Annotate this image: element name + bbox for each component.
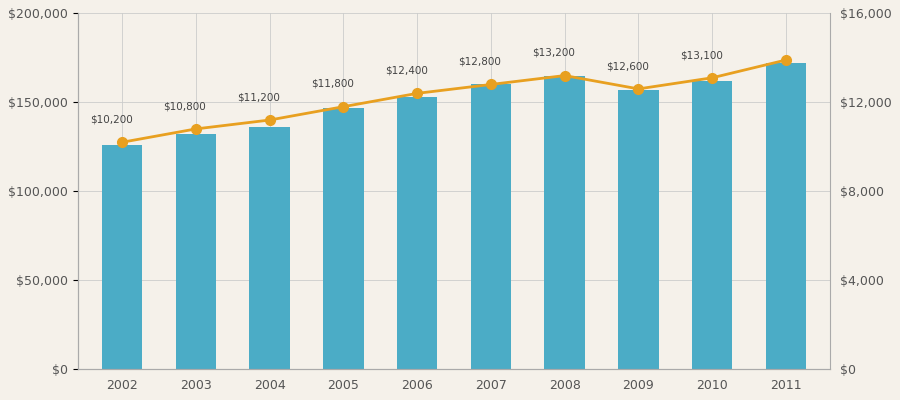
Text: $13,100: $13,100 [680, 50, 723, 60]
Text: $12,800: $12,800 [458, 57, 501, 67]
Text: $12,400: $12,400 [384, 66, 428, 76]
Bar [471, 84, 511, 369]
Text: $12,600: $12,600 [606, 61, 649, 71]
Bar [249, 127, 290, 369]
Bar [618, 90, 659, 369]
Text: $10,200: $10,200 [90, 114, 132, 124]
Text: $11,200: $11,200 [238, 92, 280, 102]
Text: $11,800: $11,800 [310, 79, 354, 89]
Text: $10,800: $10,800 [164, 101, 206, 111]
Bar [176, 134, 216, 369]
Bar [397, 97, 437, 369]
Text: $13,200: $13,200 [532, 48, 575, 58]
Bar [766, 63, 806, 369]
Bar [102, 145, 142, 369]
Bar [323, 108, 364, 369]
Bar [692, 81, 733, 369]
Bar [544, 76, 585, 369]
